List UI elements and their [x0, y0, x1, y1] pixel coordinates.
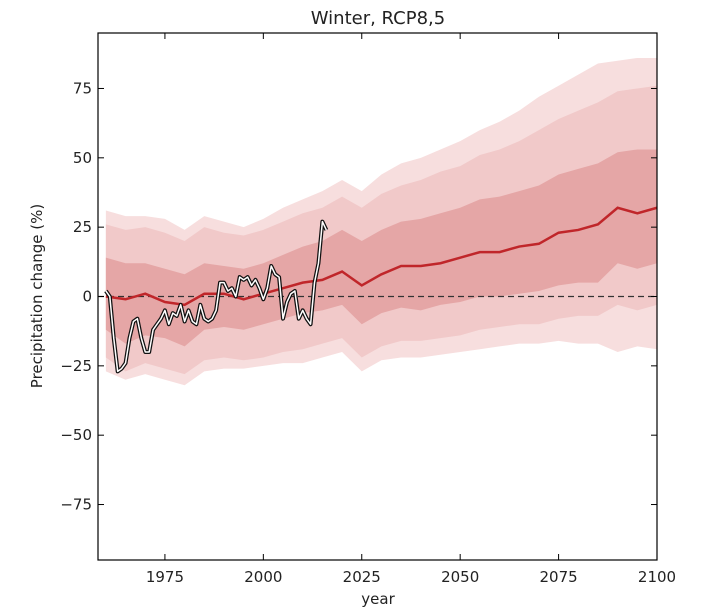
- x-axis-label: year: [361, 590, 395, 608]
- y-tick-label: −75: [60, 496, 92, 514]
- x-tick-label: 1975: [146, 568, 184, 586]
- x-tick-label: 2050: [441, 568, 479, 586]
- x-tick-label: 2025: [343, 568, 381, 586]
- y-tick-label: 0: [82, 288, 92, 306]
- chart-title: Winter, RCP8,5: [311, 8, 445, 29]
- y-tick-label: 50: [73, 149, 92, 167]
- observed-line: [105, 220, 328, 373]
- y-tick-label: −25: [60, 357, 92, 375]
- x-tick-label: 2000: [244, 568, 282, 586]
- x-tick-label: 2075: [539, 568, 577, 586]
- y-tick-label: 75: [73, 79, 92, 97]
- y-tick-label: 25: [73, 218, 92, 236]
- y-tick-label: −50: [60, 426, 92, 444]
- x-tick-label: 2100: [638, 568, 676, 586]
- band: [105, 149, 658, 347]
- median-line: [105, 206, 658, 307]
- y-axis-label: Precipitation change (%): [28, 204, 46, 388]
